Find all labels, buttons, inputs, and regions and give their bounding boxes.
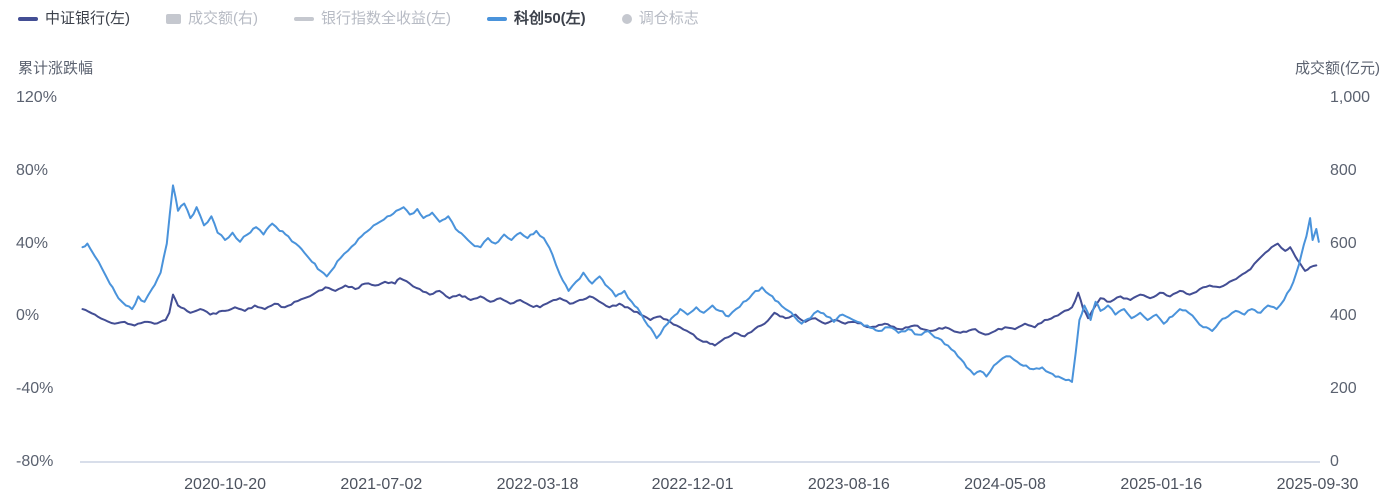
line-marker-icon xyxy=(294,17,314,21)
right-axis-title: 成交额(亿元) xyxy=(1295,60,1380,77)
x-tick-5: 2024-05-08 xyxy=(964,476,1046,493)
legend-item-4[interactable]: 调仓标志 xyxy=(621,8,699,30)
x-tick-2: 2022-03-18 xyxy=(496,476,579,493)
right-tick-3: 400 xyxy=(1330,307,1357,325)
left-axis-title: 累计涨跌幅 xyxy=(18,60,94,77)
legend-label: 科创50(左) xyxy=(514,10,586,27)
left-tick-2: 40% xyxy=(16,234,49,252)
left-tick-1: 80% xyxy=(16,161,49,179)
legend-label: 中证银行(左) xyxy=(45,10,130,27)
legend-item-2[interactable]: 银行指数全收益(左) xyxy=(294,8,451,30)
x-tick-1: 2021-07-02 xyxy=(340,476,423,493)
left-tick-4: -40% xyxy=(16,380,54,398)
series-line-1 xyxy=(81,184,1320,383)
line-marker-icon xyxy=(18,17,38,21)
x-tick-7: 2025-09-30 xyxy=(1276,476,1359,493)
left-tick-3: 0% xyxy=(16,307,40,325)
right-tick-5: 0 xyxy=(1330,453,1339,470)
x-tick-4: 2023-08-16 xyxy=(807,476,890,493)
x-tick-6: 2025-01-16 xyxy=(1120,476,1203,493)
legend-label: 调仓标志 xyxy=(638,10,699,27)
legend-item-3[interactable]: 科创50(左) xyxy=(487,8,586,30)
right-tick-0: 1,000 xyxy=(1330,89,1371,106)
legend-label: 成交额(右) xyxy=(188,10,258,27)
x-tick-0: 2020-10-20 xyxy=(184,476,266,493)
chart-legend: 中证银行(左) 成交额(右) 银行指数全收益(左) 科创50(左) 调仓标志 xyxy=(18,8,735,30)
legend-item-1[interactable]: 成交额(右) xyxy=(166,8,258,30)
left-tick-5: -80% xyxy=(16,453,54,470)
series-line-0 xyxy=(81,242,1318,347)
circle-marker-icon xyxy=(621,14,632,24)
right-tick-1: 800 xyxy=(1330,161,1357,179)
legend-item-0[interactable]: 中证银行(左) xyxy=(18,8,130,30)
x-tick-3: 2022-12-01 xyxy=(651,476,734,493)
right-tick-4: 200 xyxy=(1330,380,1357,398)
line-marker-icon xyxy=(487,17,507,21)
left-tick-0: 120% xyxy=(16,89,57,106)
right-tick-2: 600 xyxy=(1330,234,1357,252)
bar-marker-icon xyxy=(166,14,181,24)
legend-label: 银行指数全收益(左) xyxy=(321,10,451,27)
